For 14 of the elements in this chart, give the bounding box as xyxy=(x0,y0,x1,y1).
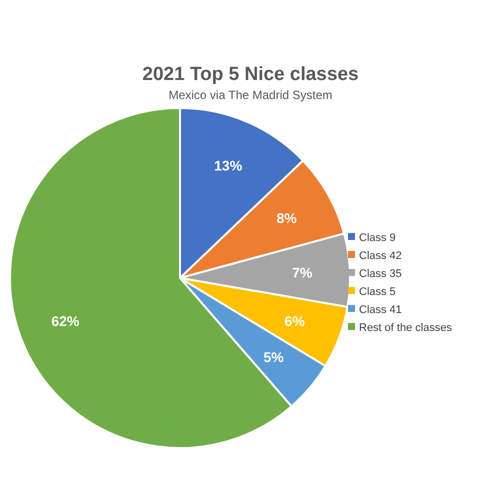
data-label: 6% xyxy=(284,312,306,329)
legend-label: Class 5 xyxy=(359,286,396,298)
chart-subtitle: Mexico via The Madrid System xyxy=(168,88,334,102)
data-label: 13% xyxy=(214,157,243,174)
chart-title: 2021 Top 5 Nice classes xyxy=(141,64,360,86)
legend-label: Class 9 xyxy=(359,232,396,244)
data-label: 7% xyxy=(292,264,313,280)
legend-label: Rest of the classes xyxy=(359,322,452,334)
legend-label: Class 42 xyxy=(359,250,402,262)
legend-label: Class 41 xyxy=(359,304,402,316)
legend-label: Class 35 xyxy=(359,268,402,280)
data-label: 5% xyxy=(264,348,284,365)
data-label: 8% xyxy=(276,210,298,226)
data-label: 62% xyxy=(51,312,80,329)
